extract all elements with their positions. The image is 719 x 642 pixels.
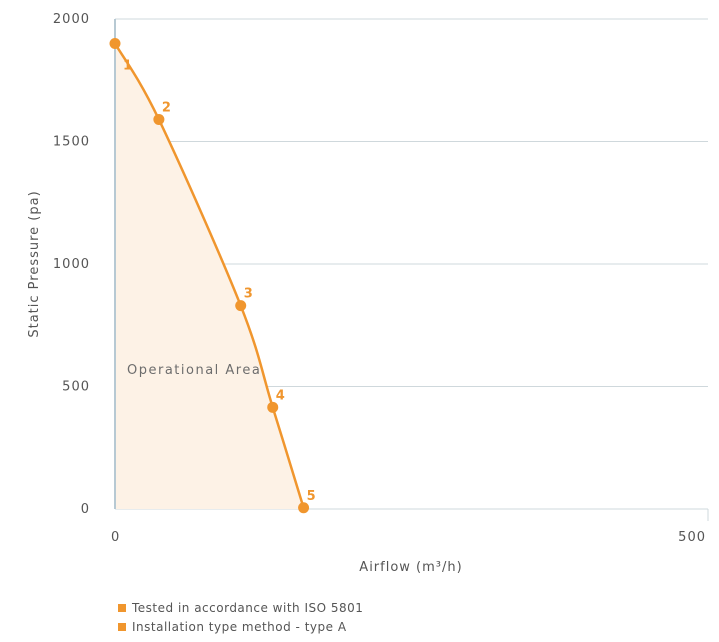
operational-area-label: Operational Area [127, 363, 261, 378]
legend-item-label: Installation type method - type A [132, 619, 347, 634]
x-axis-title: Airflow (m³/h) [359, 560, 462, 575]
data-point-label: 4 [276, 388, 285, 403]
y-tick-label: 1000 [53, 257, 90, 272]
x-tick-label: 500 [678, 530, 706, 545]
y-tick-label: 0 [81, 502, 90, 517]
legend-item-label: Tested in accordance with ISO 5801 [132, 600, 364, 615]
y-tick-label: 500 [62, 380, 90, 395]
x-tick-label: 0 [111, 530, 120, 545]
operational-area-fill [115, 43, 304, 509]
data-point-label: 3 [244, 287, 253, 302]
data-point [267, 401, 279, 413]
performance-curve [113, 42, 305, 509]
data-point-label: 1 [123, 59, 132, 74]
legend-item: Installation type method - type A [118, 617, 363, 636]
legend-swatch-icon [118, 622, 126, 631]
y-axis-title: Static Pressure (pa) [27, 190, 42, 337]
points-layer: 1 2 3 4 5 [109, 38, 316, 514]
data-point [153, 113, 165, 125]
axis-layer: 0 500 1000 1500 2000 0 500 [53, 12, 709, 545]
data-point-label: 5 [307, 489, 316, 504]
data-point [109, 38, 121, 49]
legend: Tested in accordance with ISO 5801 Insta… [118, 598, 363, 636]
legend-swatch-icon [118, 603, 126, 612]
data-point-label: 2 [162, 100, 171, 115]
data-point [298, 502, 310, 514]
y-tick-label: 2000 [53, 12, 90, 27]
data-point [235, 300, 247, 312]
legend-item: Tested in accordance with ISO 5801 [118, 598, 363, 617]
y-tick-label: 1500 [53, 135, 90, 150]
